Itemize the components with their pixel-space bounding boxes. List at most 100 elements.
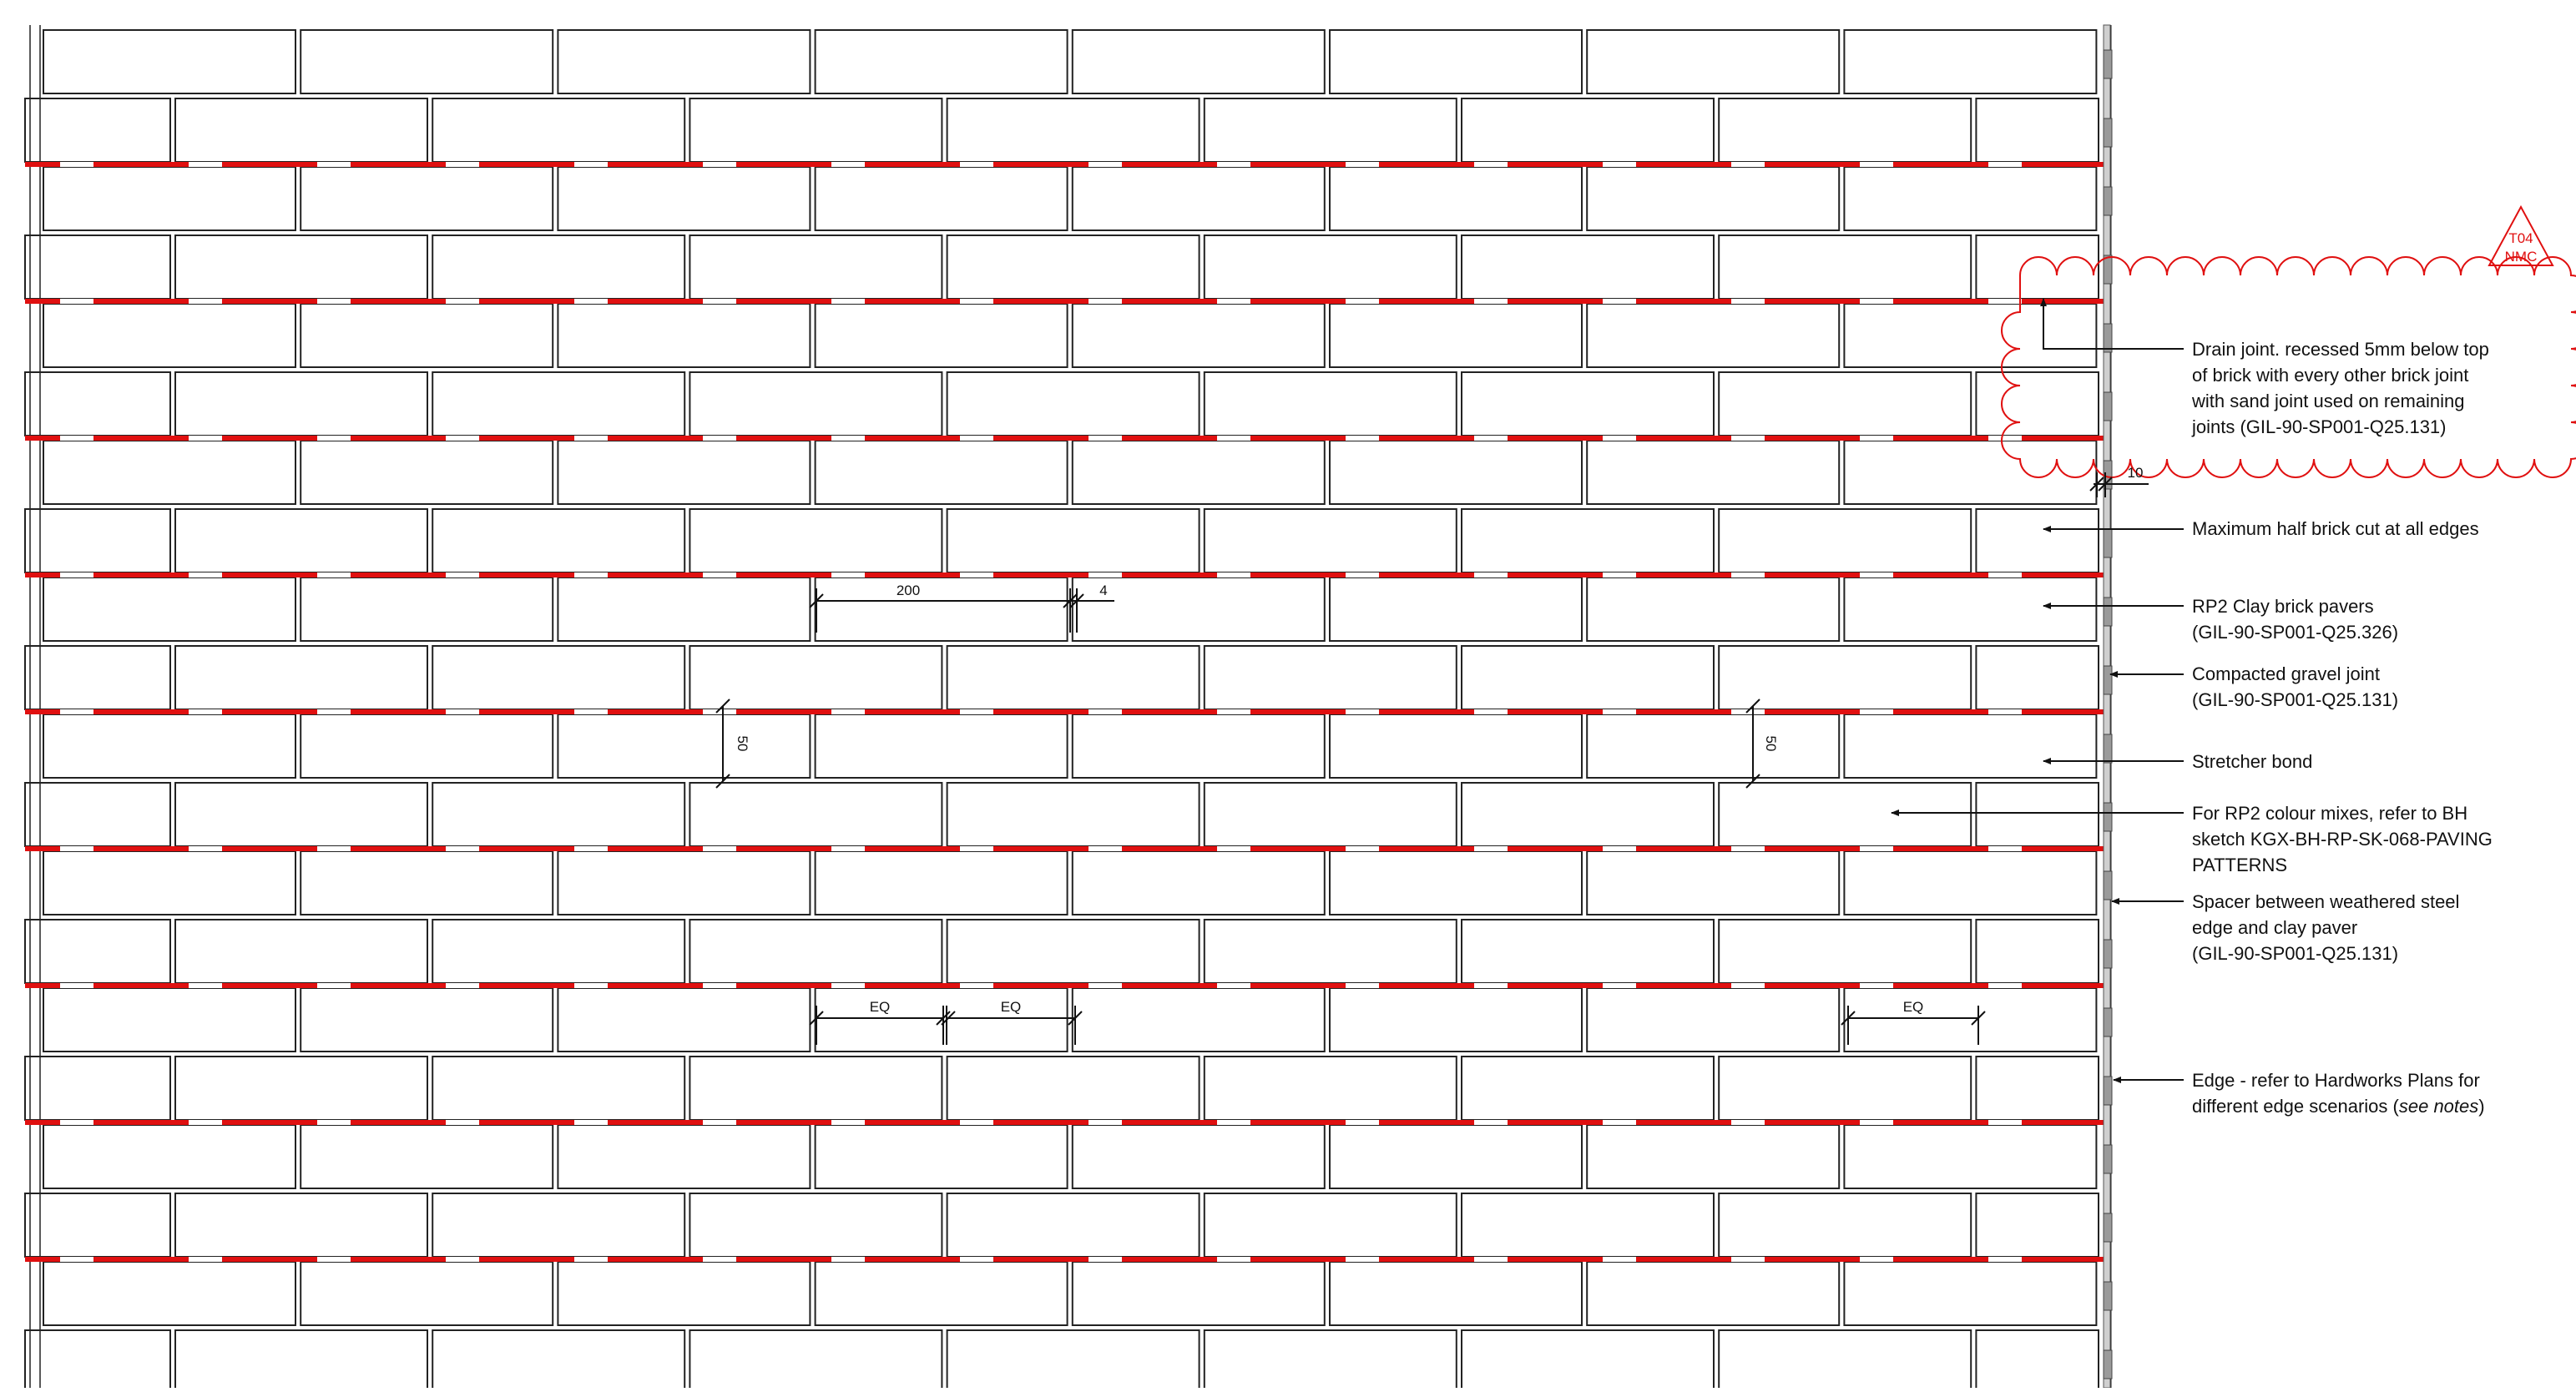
sand-joint-gap [1988,846,2022,851]
sand-joint-gap [317,436,351,441]
brick [1718,508,1972,573]
sand-joint-gap [1346,436,1379,441]
dim-eq-3-label: EQ [1903,999,1924,1015]
brick [43,1124,296,1189]
brick [174,1056,428,1121]
spacer-block [2103,1281,2113,1311]
brick [946,98,1200,163]
revision-initials: NMC [2505,249,2538,265]
brick [1718,1056,1972,1121]
brick [24,919,171,984]
spacer-block [2103,1076,2113,1106]
brick [1461,98,1715,163]
brick [1843,987,2098,1052]
spacer-block [2103,1349,2113,1379]
sand-joint-gap [703,436,736,441]
brick [1975,1329,2099,1392]
brick [1975,98,2099,163]
sand-joint-gap [703,162,736,167]
sand-joint-gap [1860,1120,1893,1125]
spacer-block [2103,734,2113,764]
brick [1718,1329,1972,1392]
sand-joint-gap [446,1120,479,1125]
brick [1843,440,2098,505]
sand-joint-gap [1088,709,1122,714]
brick [1461,645,1715,710]
brick [1203,371,1457,436]
spacer-block [2103,391,2113,421]
brick [24,1193,171,1258]
sand-joint-gap [60,299,93,304]
sand-joint-gap [1988,709,2022,714]
brick [557,1124,811,1189]
brick [1718,98,1972,163]
sand-joint-gap [574,162,608,167]
brick [1975,782,2099,847]
dim-10-label: 10 [2128,465,2144,481]
brick [1843,1124,2098,1189]
sand-joint-gap [1346,846,1379,851]
brick [300,987,554,1052]
brick [946,1193,1200,1258]
sand-joint-gap [1988,983,2022,988]
brick [1461,1056,1715,1121]
sand-joint-gap [1474,983,1508,988]
sand-joint-gap [2117,709,2150,714]
brick [1586,1124,1841,1189]
brick [689,1056,943,1121]
sand-joint-gap [446,162,479,167]
brick [1071,850,1326,915]
brick [174,1329,428,1392]
sand-joint-gap [60,846,93,851]
brick [814,850,1068,915]
brick [174,235,428,300]
sand-joint-gap [1346,299,1379,304]
spacer-block [2103,1144,2113,1174]
sand-joint-gap [1088,846,1122,851]
brick [174,508,428,573]
brick [814,29,1068,94]
revision-cloud [2001,256,2576,478]
sand-joint-gap [446,436,479,441]
brick [1843,303,2098,368]
note-edge: Edge - refer to Hardworks Plans for diff… [2192,1070,2485,1117]
brick [1586,850,1841,915]
brick [557,29,811,94]
brick [1203,645,1457,710]
brick [1975,235,2099,300]
sand-joint-gap [1474,709,1508,714]
sand-joint-gap [574,1257,608,1262]
spacer-block [2103,1007,2113,1037]
sand-joint-gap [189,1257,222,1262]
brick [300,440,554,505]
revision-cloud-group: T04 NMC [2001,204,2576,478]
sand-joint-gap [60,572,93,577]
sand-joint-gap [1603,1257,1636,1262]
sand-joint-gap [1217,299,1250,304]
sand-joint-gap [1474,572,1508,577]
brick [1461,235,1715,300]
brick [24,235,171,300]
brick [174,919,428,984]
brick [1718,782,1972,847]
brick [689,919,943,984]
brick [946,782,1200,847]
brick [432,919,686,984]
brick [1329,166,1583,231]
brick [1975,508,2099,573]
sand-joint-gap [831,983,865,988]
brick [1461,508,1715,573]
brick [1586,440,1841,505]
note-spacer: Spacer between weathered steel edge and … [2192,891,2465,964]
brick [432,1056,686,1121]
sand-joint-gap [317,846,351,851]
spacer-block [2103,528,2113,558]
sand-joint-gap [574,983,608,988]
brick [689,508,943,573]
brick [1329,440,1583,505]
leader-drain-joint [2040,298,2184,350]
sand-joint-gap [960,299,993,304]
note-drain-joint: Drain joint. recessed 5mm below top of b… [2191,339,2494,437]
sand-joint-gap [1731,299,1765,304]
sand-joint-gap [1603,1120,1636,1125]
